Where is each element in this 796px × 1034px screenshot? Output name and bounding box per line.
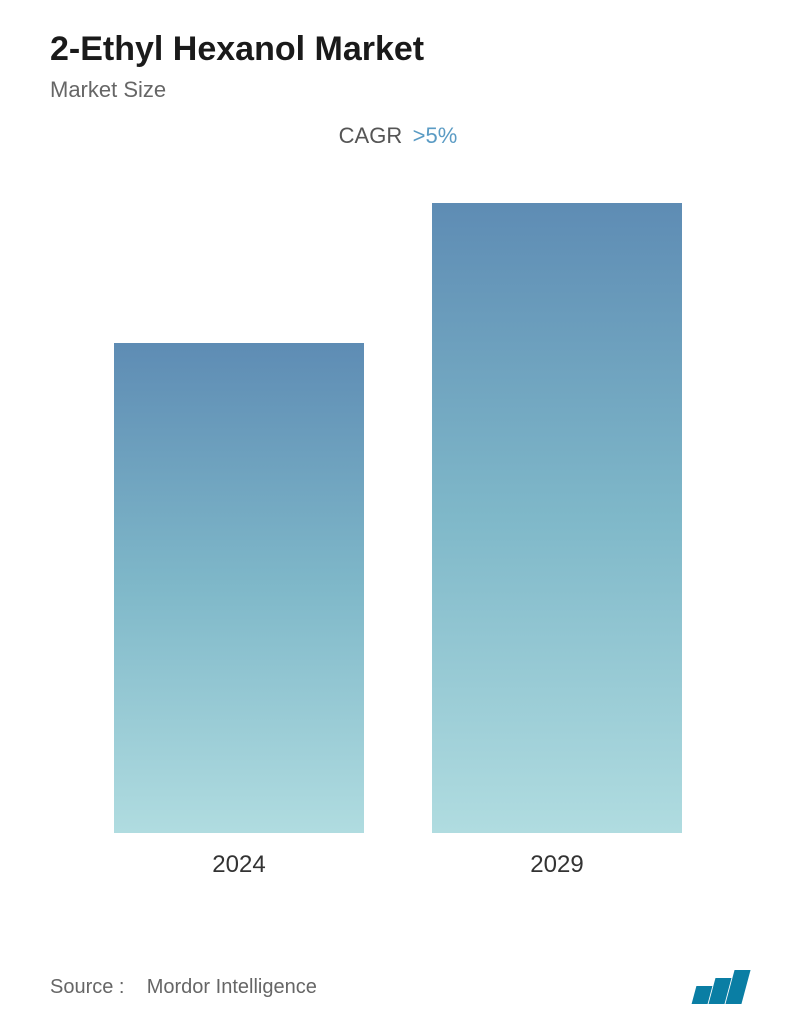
- bar-group-0: 2024: [109, 343, 369, 879]
- source-value: Mordor Intelligence: [147, 976, 317, 998]
- chart-title: 2-Ethyl Hexanol Market: [50, 30, 746, 69]
- cagr-label: CAGR: [339, 123, 403, 148]
- chart-subtitle: Market Size: [50, 77, 746, 103]
- chart-area: 2024 2029: [50, 199, 746, 879]
- bar-2029: [432, 203, 682, 833]
- source-text: Source : Mordor Intelligence: [50, 976, 317, 999]
- bar-2024: [114, 343, 364, 833]
- source-label: Source :: [50, 976, 124, 998]
- logo-icon: [694, 970, 746, 1004]
- footer: Source : Mordor Intelligence: [50, 970, 746, 1004]
- cagr-row: CAGR >5%: [50, 123, 746, 149]
- bar-group-1: 2029: [427, 203, 687, 879]
- bar-label-2024: 2024: [212, 851, 265, 879]
- cagr-value: >5%: [413, 123, 458, 148]
- logo-bar: [725, 970, 750, 1004]
- bar-label-2029: 2029: [530, 851, 583, 879]
